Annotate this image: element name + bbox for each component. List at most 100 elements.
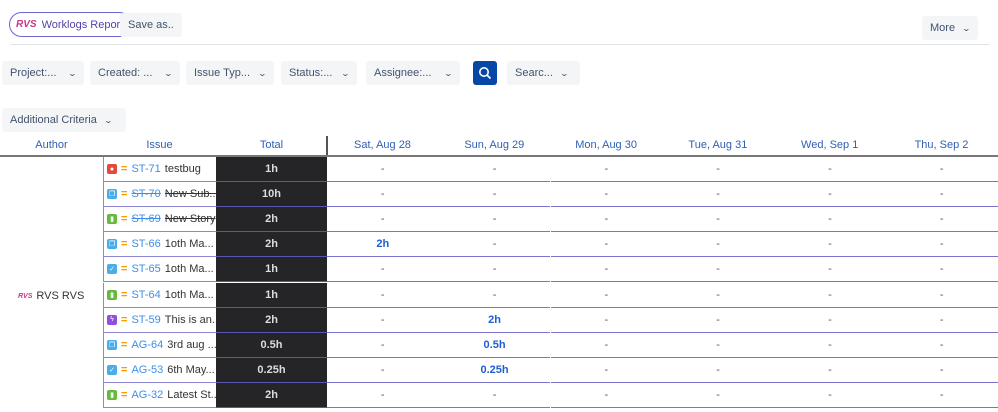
issue-key-link[interactable]: ST-64: [131, 288, 161, 301]
day-cell: -: [327, 333, 439, 358]
table-row: ● = ST-71 testbug 1h ------: [103, 157, 998, 182]
total-cell: 0.5h: [216, 332, 327, 358]
issue-key-link[interactable]: ST-65: [131, 263, 161, 276]
day-cell: -: [550, 232, 663, 258]
issue-summary: This is an...: [164, 313, 216, 326]
day-cell: -: [550, 257, 663, 283]
issue-summary: 1oth Ma...: [164, 263, 214, 276]
column-header-author[interactable]: Author: [35, 139, 68, 151]
column-header-day[interactable]: Wed, Sep 1: [801, 139, 859, 151]
header-divider: [0, 155, 998, 157]
priority-medium-icon: =: [121, 388, 128, 401]
search-filter-dropdown[interactable]: Searc... ⌄: [507, 61, 580, 85]
total-cell: 10h: [216, 182, 327, 208]
total-cell: 2h: [216, 232, 327, 258]
column-header-day[interactable]: Sat, Aug 28: [354, 139, 411, 151]
day-cell: -: [327, 308, 439, 333]
day-cell: -: [438, 207, 551, 233]
issue-cell: ❐ = ST-66 1oth Ma...: [103, 232, 216, 258]
day-cell[interactable]: 2h: [327, 232, 439, 258]
issue-key-link[interactable]: ST-66: [131, 238, 161, 251]
issue-cell: ❐ = AG-64 3rd aug ...: [103, 332, 216, 358]
day-cell: -: [886, 383, 998, 408]
issue-key-link[interactable]: ST-70: [131, 188, 161, 201]
total-cell: 0.25h: [216, 357, 327, 383]
issue-summary: Latest St...: [167, 388, 216, 401]
filter-dropdown[interactable]: Created: ... ⌄: [90, 61, 180, 85]
day-cell: -: [438, 383, 551, 408]
subtask-type-icon: ❐: [107, 189, 117, 200]
day-cell: -: [774, 383, 886, 408]
additional-criteria-button[interactable]: Additional Criteria ⌄: [2, 108, 126, 132]
day-cell[interactable]: 2h: [438, 308, 551, 333]
search-button[interactable]: [473, 61, 497, 85]
issue-key-link[interactable]: ST-59: [131, 313, 161, 326]
frozen-column-divider: [326, 136, 328, 157]
issue-summary: New Story: [164, 213, 216, 226]
issue-summary: New Sub...: [164, 188, 216, 201]
day-cell: -: [550, 157, 663, 182]
issue-key-link[interactable]: ST-71: [131, 163, 161, 175]
day-cell: -: [327, 182, 439, 208]
report-label: Worklogs Report: [41, 18, 124, 31]
day-cell: -: [662, 358, 774, 383]
issue-key-link[interactable]: AG-64: [131, 338, 164, 351]
table-row: ▮ = ST-69 New Story 2h ------: [103, 207, 998, 233]
issue-cell: ✓ = ST-65 1oth Ma...: [103, 257, 216, 283]
issue-key-link[interactable]: AG-32: [131, 388, 164, 401]
column-header-total[interactable]: Total: [259, 139, 284, 151]
day-cell: -: [550, 333, 663, 358]
column-header-day[interactable]: Tue, Aug 31: [688, 139, 748, 151]
day-cell: -: [327, 358, 439, 383]
filter-dropdown[interactable]: Assignee:... ⌄: [366, 61, 460, 85]
day-cell: -: [550, 207, 663, 233]
total-cell: 2h: [216, 207, 327, 233]
epic-type-icon: ϟ: [107, 314, 117, 325]
column-header-day[interactable]: Sun, Aug 29: [464, 139, 525, 151]
day-cell: -: [774, 283, 886, 308]
issue-key-link[interactable]: ST-69: [131, 213, 161, 226]
save-as-button[interactable]: Save as..: [120, 13, 182, 37]
issue-summary: 6th May...: [167, 363, 215, 376]
column-header-day[interactable]: Thu, Sep 2: [914, 139, 969, 151]
day-cell: -: [886, 232, 998, 258]
day-cell[interactable]: 0.5h: [438, 333, 551, 358]
filter-dropdown[interactable]: Project:... ⌄: [2, 61, 84, 85]
save-as-label: Save as..: [128, 19, 174, 31]
table-row: ❐ = ST-66 1oth Ma... 2h 2h - - - - -: [103, 232, 998, 258]
issue-summary: testbug: [164, 163, 201, 175]
day-cell: -: [886, 207, 998, 233]
day-cell: -: [327, 207, 439, 233]
issue-summary: 3rd aug ...: [167, 338, 216, 351]
worklogs-report-button[interactable]: RVS Worklogs Report: [9, 12, 133, 37]
day-cell: -: [550, 358, 663, 383]
day-cell: -: [438, 232, 551, 258]
more-button[interactable]: More ⌄: [922, 16, 978, 40]
table-row: ✓ = AG-53 6th May... 0.25h -0.25h - - - -: [103, 357, 998, 383]
day-cell: -: [438, 283, 551, 308]
priority-medium-icon: =: [121, 313, 128, 326]
table-row: ❐ = ST-70 New Sub... 10h ------: [103, 182, 998, 208]
day-cell: -: [886, 257, 998, 283]
filter-label: Status:...: [289, 67, 333, 79]
table-row: ϟ = ST-59 This is an... 2h -2h - - - -: [103, 307, 998, 333]
priority-medium-icon: =: [121, 163, 128, 175]
filter-dropdown[interactable]: Issue Typ... ⌄: [186, 61, 274, 85]
priority-medium-icon: =: [121, 188, 128, 201]
total-cell: 1h: [216, 282, 327, 308]
column-header-issue[interactable]: Issue: [146, 139, 173, 151]
chevron-down-icon: ⌄: [103, 115, 113, 125]
table-row: ▮ = AG-32 Latest St... 2h ------: [103, 382, 998, 408]
column-header-day[interactable]: Mon, Aug 30: [575, 139, 637, 151]
day-cell[interactable]: 0.25h: [438, 358, 551, 383]
chevron-down-icon: ⌄: [163, 68, 174, 78]
rvs-logo: RVS: [16, 19, 37, 30]
search-filter-label: Searc...: [515, 67, 553, 79]
subtask-type-icon: ❐: [107, 339, 117, 350]
issue-key-link[interactable]: AG-53: [131, 363, 164, 376]
day-cell: -: [662, 207, 774, 233]
day-cell: -: [774, 232, 886, 258]
day-cell: -: [774, 207, 886, 233]
filter-dropdown[interactable]: Status:... ⌄: [281, 61, 357, 85]
total-cell: 2h: [216, 382, 327, 408]
